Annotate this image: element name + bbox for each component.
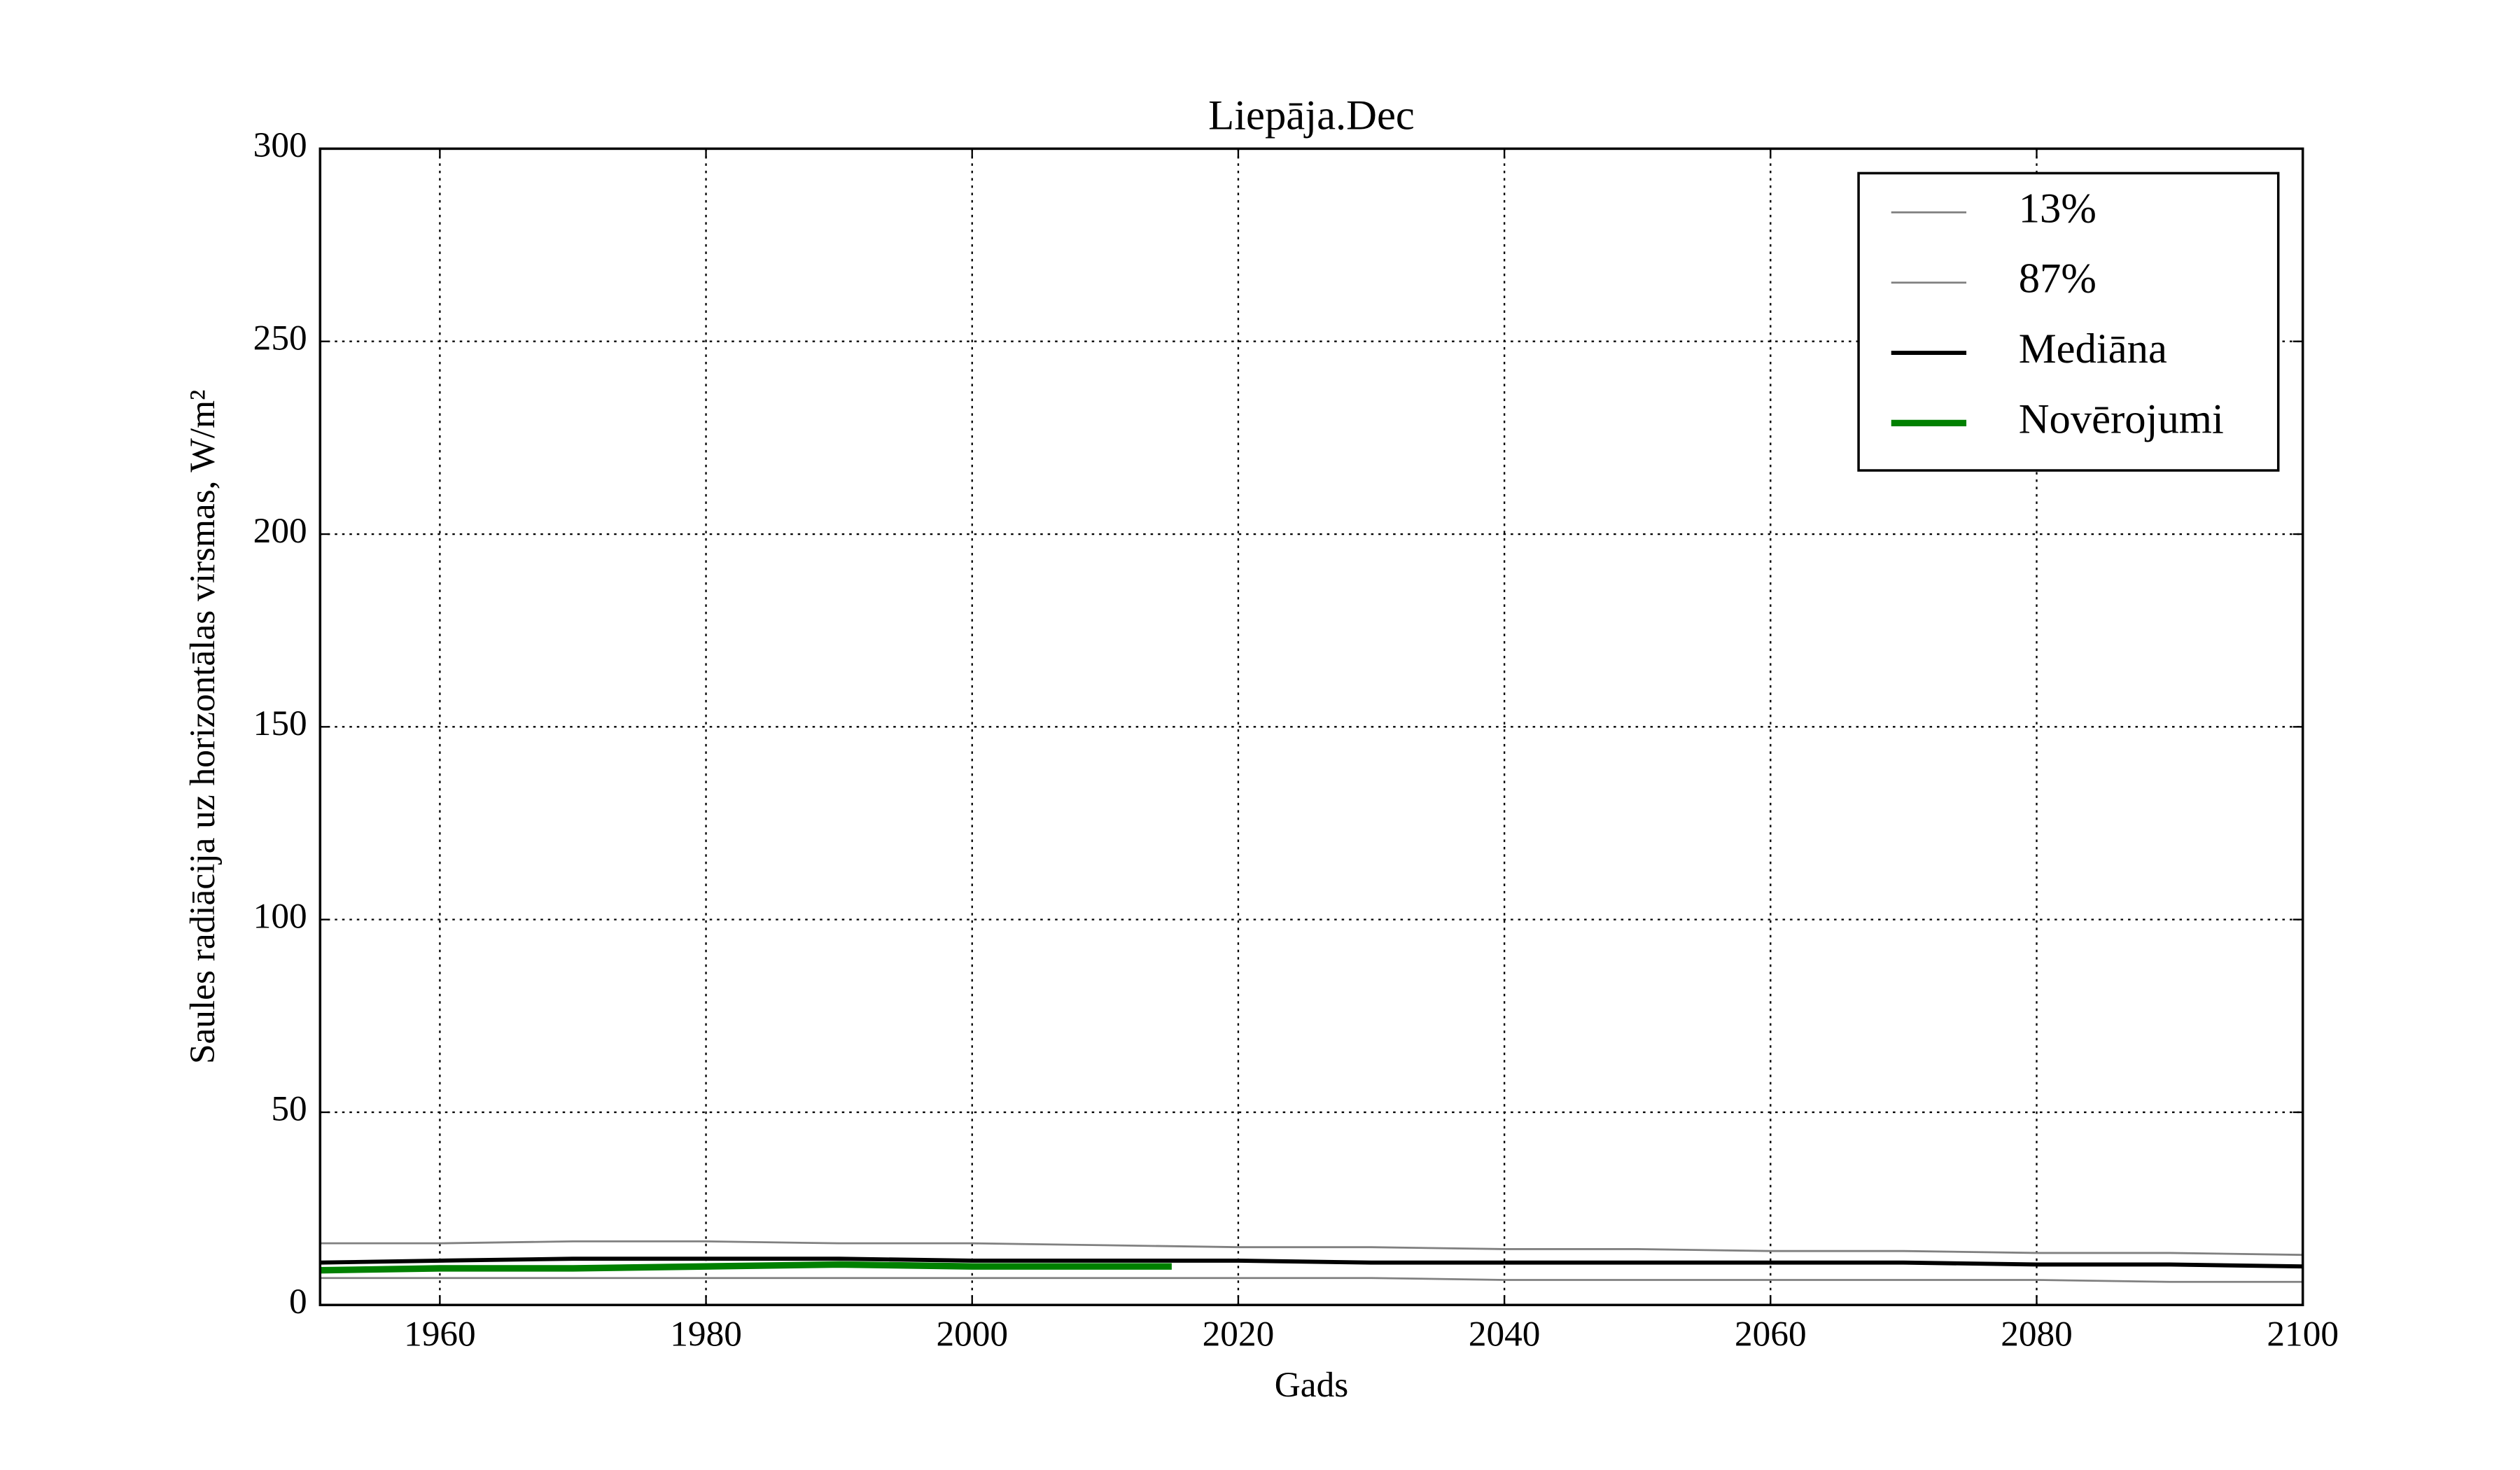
x-tick-label: 2080	[2001, 1315, 2073, 1354]
chart-title: Liepāja.Dec	[1208, 92, 1415, 139]
legend-label: 87%	[2019, 255, 2096, 302]
line-series	[320, 1261, 1172, 1274]
line-series	[320, 1256, 2303, 1269]
x-tick-label: 1980	[670, 1315, 742, 1354]
line-series	[320, 1240, 2303, 1256]
line-series	[320, 1277, 2303, 1283]
x-tick-label: 1960	[404, 1315, 476, 1354]
y-tick-label: 0	[289, 1282, 307, 1322]
y-tick-label: 100	[253, 896, 307, 936]
y-tick-label: 50	[271, 1089, 307, 1129]
legend-label: 13%	[2019, 185, 2096, 232]
legend-label: Novērojumi	[2019, 396, 2224, 442]
y-axis-label: Saules radiācija uz horizontālas virsmas…	[183, 390, 223, 1064]
x-tick-label: 2100	[2267, 1315, 2339, 1354]
x-tick-label: 2060	[1735, 1315, 1807, 1354]
x-axis-label: Gads	[1275, 1365, 1348, 1405]
plot-frame	[318, 147, 2304, 1307]
y-tick-label: 150	[253, 704, 307, 743]
x-tick-label: 2020	[1203, 1315, 1275, 1354]
x-tick-label: 2040	[1469, 1315, 1541, 1354]
legend-label: Mediāna	[2019, 326, 2167, 372]
y-tick-label: 300	[253, 125, 307, 165]
y-tick-label: 250	[253, 318, 307, 358]
y-tick-label: 200	[253, 511, 307, 551]
x-tick-label: 2000	[936, 1315, 1008, 1354]
